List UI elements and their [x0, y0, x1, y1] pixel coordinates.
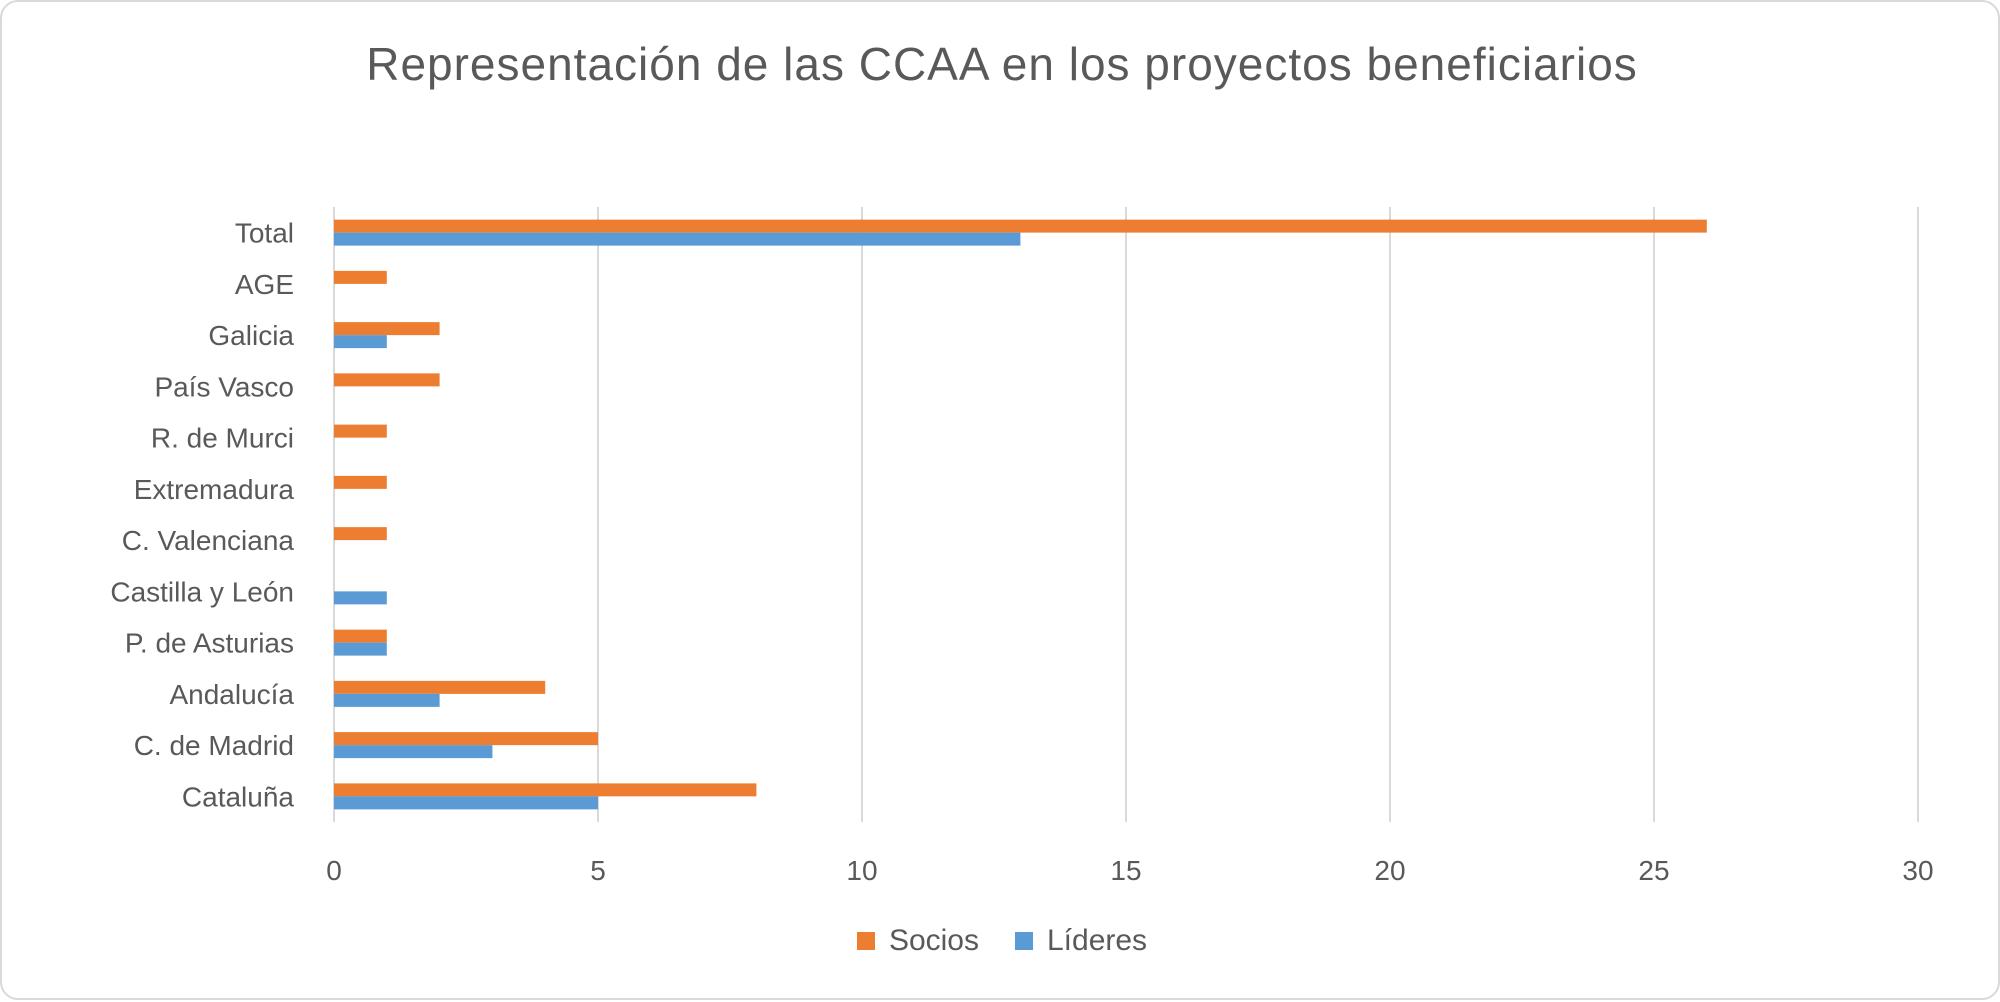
legend-item: Socios	[856, 924, 979, 958]
gridlines	[333, 207, 1919, 822]
x-tick-label: 10	[846, 855, 877, 886]
category-label: R. de Murci	[151, 423, 294, 454]
category-label: C. de Madrid	[134, 730, 294, 761]
bar-socios	[334, 680, 546, 694]
chart-title: Representación de las CCAA en los proyec…	[366, 38, 1638, 90]
category-label: AGE	[235, 269, 294, 300]
category-label: Total	[235, 218, 294, 249]
bar-lideres	[334, 232, 1021, 246]
x-tick-labels: 0 5 10 15 20 25 30	[326, 855, 1933, 886]
bar-socios	[334, 373, 440, 387]
legend-swatch	[1014, 932, 1033, 950]
category-label: P. de Asturias	[125, 628, 294, 659]
bar-socios	[334, 475, 387, 489]
bar-socios	[334, 527, 387, 541]
x-tick-label: 30	[1902, 855, 1933, 886]
x-tick-label: 5	[590, 855, 606, 886]
bar-socios	[334, 219, 1707, 233]
bar-lideres	[334, 591, 387, 605]
bar-lideres	[334, 745, 493, 759]
bar-socios	[334, 732, 598, 746]
category-label: Cataluña	[182, 781, 295, 812]
x-tick-label: 25	[1638, 855, 1669, 886]
legend-label: Líderes	[1046, 924, 1148, 957]
bar-socios	[334, 424, 387, 438]
category-label: País Vasco	[154, 371, 294, 402]
bar-lideres	[334, 642, 387, 656]
category-label: Castilla y León	[110, 576, 294, 607]
legend-swatch	[856, 932, 875, 950]
category-labels: Cataluña C. de Madrid Andalucía P. de Astur…	[110, 218, 294, 813]
bar-socios	[334, 783, 757, 797]
legend: Socios Líderes	[2, 924, 2000, 964]
category-label: Extremadura	[134, 474, 295, 505]
category-label: Galicia	[208, 320, 294, 351]
x-tick-label: 15	[1110, 855, 1141, 886]
bar-lideres	[334, 693, 440, 707]
x-tick-label: 20	[1374, 855, 1405, 886]
category-label: C. Valenciana	[122, 525, 295, 556]
bar-socios	[334, 629, 387, 643]
legend-label: Socios	[888, 924, 979, 957]
x-tick-label: 0	[326, 855, 342, 886]
bar-lideres	[334, 796, 598, 810]
bar-socios	[334, 322, 440, 336]
legend-item: Líderes	[1014, 924, 1148, 958]
category-label: Andalucía	[169, 679, 294, 710]
bar-socios	[334, 270, 387, 284]
bar-lideres	[334, 335, 387, 349]
bars	[334, 219, 1707, 810]
